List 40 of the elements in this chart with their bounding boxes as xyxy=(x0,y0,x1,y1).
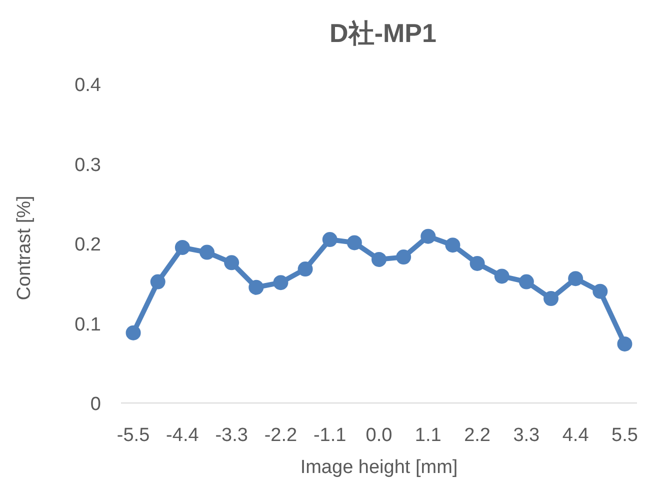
point xyxy=(518,274,534,290)
point xyxy=(372,252,386,267)
point xyxy=(592,284,608,299)
point xyxy=(150,274,166,290)
y-axis-title: Contrast [%] xyxy=(14,196,35,300)
point xyxy=(200,244,214,260)
y-tick-label: 0.2 xyxy=(74,234,101,256)
point xyxy=(568,271,584,286)
point xyxy=(420,228,436,244)
point xyxy=(617,336,632,352)
point xyxy=(470,256,485,271)
point xyxy=(396,250,412,265)
chart-title: D社-MP1 xyxy=(330,18,436,48)
point xyxy=(174,240,190,255)
x-tick-label: 3.3 xyxy=(513,425,540,446)
y-tick-label: 0.4 xyxy=(74,75,102,96)
x-tick-label: 4.4 xyxy=(562,425,590,446)
point xyxy=(445,238,460,253)
point xyxy=(224,255,240,270)
x-tick-label: 2.2 xyxy=(464,425,490,446)
x-tick-label: -4.4 xyxy=(166,425,200,446)
x-tick-label: -1.1 xyxy=(313,425,346,446)
point xyxy=(298,262,313,277)
x-tick-label: -2.2 xyxy=(264,425,298,446)
y-tick-label: 0 xyxy=(90,394,101,415)
point xyxy=(322,232,338,248)
x-tick-label: 5.5 xyxy=(612,425,638,446)
point xyxy=(494,268,510,284)
x-tick-label: 0.0 xyxy=(366,425,392,446)
x-axis-title: Image height [mm] xyxy=(300,457,458,478)
point xyxy=(544,291,558,306)
x-tick-label: -5.5 xyxy=(116,425,150,446)
y-tick-label: 0.1 xyxy=(74,314,101,336)
x-tick-label: -3.3 xyxy=(215,425,248,446)
y-tick-label: 0.3 xyxy=(74,154,101,176)
point xyxy=(126,325,141,340)
x-tick-label: 1.1 xyxy=(414,425,442,446)
point xyxy=(273,275,288,290)
point xyxy=(346,235,362,250)
point xyxy=(248,280,264,295)
